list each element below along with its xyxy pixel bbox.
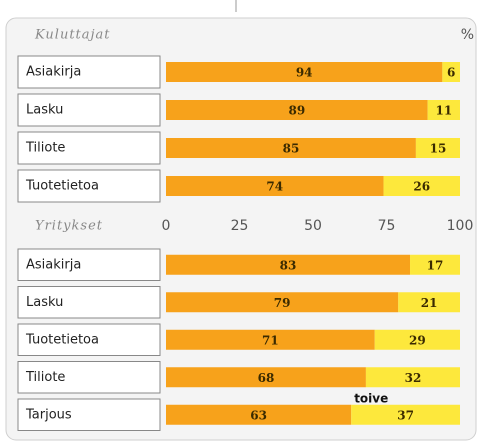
bar-segment	[166, 404, 352, 425]
bar-segment	[166, 100, 428, 120]
value-label: 32	[405, 371, 422, 385]
category-label: Asiakirja	[26, 65, 81, 80]
value-label: 83	[280, 258, 297, 272]
value-label: 71	[262, 333, 279, 347]
category-cell	[17, 361, 161, 394]
bar-segment	[166, 292, 399, 313]
bar-segment	[166, 62, 443, 82]
value-label: 26	[413, 180, 430, 194]
value-label: 29	[409, 333, 426, 347]
bar-segment	[166, 138, 416, 158]
bar-segment	[383, 176, 460, 196]
category-label: Tiliote	[25, 370, 65, 385]
x-tick-label: 25	[231, 218, 249, 234]
x-tick-label: 75	[378, 218, 396, 234]
bar-segment	[166, 329, 375, 350]
category-cell	[17, 248, 161, 281]
value-label: 85	[283, 142, 300, 156]
category-label: Lasku	[26, 103, 63, 118]
value-label: 37	[397, 408, 414, 422]
category-cell	[17, 398, 161, 431]
x-tick-label: 0	[162, 218, 171, 234]
value-label: 89	[288, 104, 305, 118]
value-label: 74	[266, 180, 283, 194]
bar-segment	[166, 367, 366, 388]
group-title: Kuluttajat	[34, 28, 111, 43]
category-label: Lasku	[26, 295, 63, 310]
annotation: toive	[354, 391, 388, 405]
value-label: 21	[421, 296, 438, 310]
unit-label: %	[461, 27, 474, 43]
category-label: Tarjous	[25, 407, 72, 422]
bar-segment	[442, 62, 460, 82]
category-label: Tuotetietoa	[25, 179, 99, 194]
value-label: 17	[427, 258, 444, 272]
value-label: 79	[274, 296, 291, 310]
category-label: Asiakirja	[26, 257, 81, 272]
value-label: 68	[258, 371, 275, 385]
category-label: Tuotetietoa	[25, 332, 99, 347]
bar-segment	[365, 367, 460, 388]
category-cell	[17, 55, 161, 89]
bar-segment	[374, 329, 460, 350]
value-label: 15	[430, 142, 447, 156]
category-label: Tiliote	[25, 141, 65, 156]
value-label: 94	[296, 66, 313, 80]
category-cell	[17, 323, 161, 356]
bar-segment	[410, 254, 460, 275]
bar-segment	[427, 100, 460, 120]
value-label: 63	[250, 408, 267, 422]
category-cell	[17, 93, 161, 127]
bar-segment	[166, 176, 384, 196]
x-tick-label: 50	[304, 218, 322, 234]
category-cell	[17, 169, 161, 203]
category-cell	[17, 131, 161, 165]
bar-segment	[415, 138, 460, 158]
group-title: Yritykset	[35, 219, 103, 234]
category-cell	[17, 286, 161, 319]
bar-segment	[166, 254, 411, 275]
value-label: 6	[447, 66, 455, 80]
bar-segment	[351, 404, 460, 425]
bar-segment	[398, 292, 460, 313]
value-label: 11	[435, 104, 452, 118]
x-tick-label: 100	[447, 218, 474, 234]
